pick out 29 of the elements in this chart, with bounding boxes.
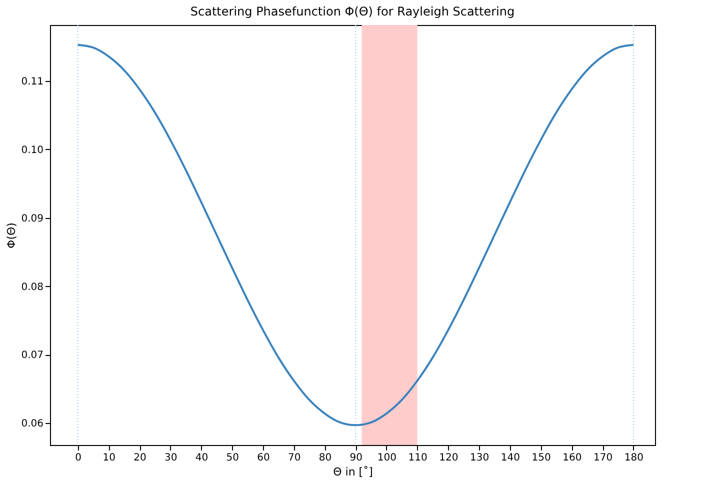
x-tick-label: 100 — [377, 452, 396, 464]
x-tick-label: 140 — [500, 452, 520, 464]
x-tick-label: 70 — [288, 452, 301, 464]
x-tick-label: 40 — [195, 452, 208, 464]
y-tick-label: 0.07 — [21, 350, 44, 362]
x-tick-label: 50 — [226, 452, 239, 464]
x-tick-label: 170 — [593, 452, 613, 464]
x-tick-label: 10 — [102, 452, 116, 464]
y-tick-label: 0.06 — [21, 418, 44, 430]
x-tick-label: 80 — [318, 452, 332, 464]
x-axis-title: Θ in [˚] — [333, 466, 373, 478]
x-tick-label: 150 — [532, 452, 551, 464]
y-tick-label: 0.11 — [21, 76, 44, 88]
y-tick-label: 0.09 — [21, 213, 44, 224]
line-series — [76, 44, 634, 426]
x-tick-label: 0 — [75, 452, 82, 464]
x-tick-label: 160 — [562, 452, 582, 464]
x-tick-label: 20 — [134, 452, 146, 464]
x-tick-label: 60 — [257, 452, 270, 464]
y-axis-title: Φ(Θ) — [5, 222, 18, 248]
x-tick-label: 90 — [350, 452, 362, 464]
x-tick-label: 180 — [624, 452, 644, 464]
y-tick-label: 0.08 — [21, 282, 44, 293]
y-tick-label: 0.10 — [21, 144, 44, 156]
chart-title: Scattering Phasefunction Φ(Θ) for Rayleigh Scattering — [190, 4, 515, 18]
x-tick-label: 30 — [164, 452, 178, 464]
x-tick-label: 130 — [470, 452, 490, 464]
x-tick-label: 110 — [408, 452, 428, 464]
x-tick-label: 120 — [439, 452, 458, 464]
